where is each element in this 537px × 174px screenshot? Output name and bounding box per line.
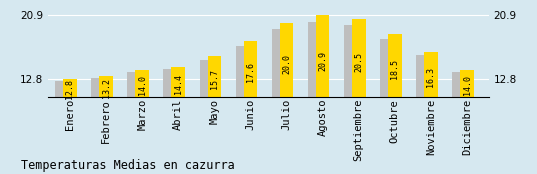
Bar: [352, 19, 366, 174]
Text: 16.3: 16.3: [426, 67, 436, 87]
Bar: [163, 69, 177, 174]
Text: 14.0: 14.0: [462, 75, 471, 95]
Bar: [452, 72, 466, 174]
Bar: [200, 60, 213, 174]
Bar: [91, 78, 105, 174]
Text: 14.0: 14.0: [137, 75, 147, 95]
Bar: [280, 23, 293, 174]
Bar: [416, 55, 430, 174]
Bar: [308, 22, 322, 174]
Text: Temperaturas Medias en cazurra: Temperaturas Medias en cazurra: [21, 159, 235, 172]
Text: 12.8: 12.8: [66, 79, 75, 99]
Bar: [63, 79, 77, 174]
Bar: [272, 29, 286, 174]
Bar: [344, 25, 358, 174]
Bar: [171, 67, 185, 174]
Text: 17.6: 17.6: [246, 62, 255, 82]
Bar: [207, 56, 221, 174]
Text: 20.9: 20.9: [318, 51, 327, 70]
Text: 20.0: 20.0: [282, 54, 291, 74]
Bar: [99, 76, 113, 174]
Bar: [236, 46, 249, 174]
Bar: [244, 41, 257, 174]
Bar: [424, 52, 438, 174]
Bar: [460, 70, 474, 174]
Text: 18.5: 18.5: [390, 59, 400, 79]
Bar: [55, 81, 69, 174]
Bar: [316, 15, 330, 174]
Text: 13.2: 13.2: [101, 78, 111, 98]
Bar: [380, 39, 394, 174]
Text: 15.7: 15.7: [210, 69, 219, 89]
Bar: [127, 72, 141, 174]
Text: 20.5: 20.5: [354, 52, 363, 72]
Bar: [388, 34, 402, 174]
Text: 14.4: 14.4: [174, 74, 183, 94]
Bar: [135, 70, 149, 174]
